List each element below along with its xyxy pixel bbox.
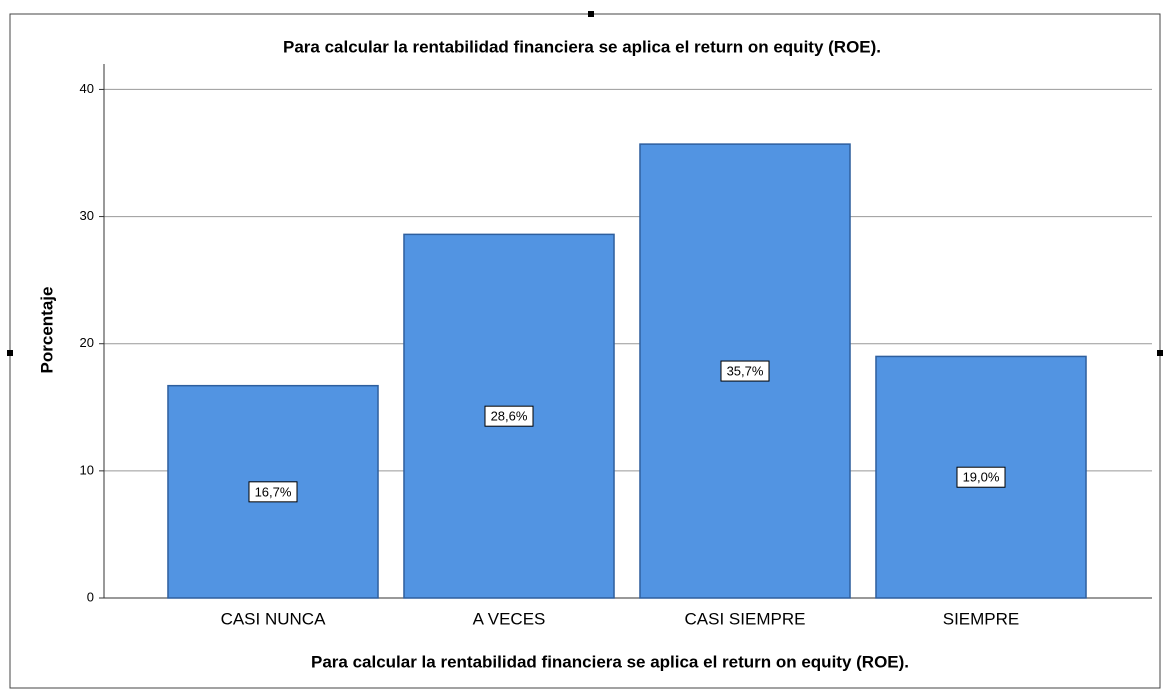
- handle: [1157, 350, 1163, 356]
- x-axis-label: Para calcular la rentabilidad financiera…: [311, 652, 909, 671]
- y-tick-label: 40: [80, 81, 94, 96]
- x-tick-label: CASI SIEMPRE: [685, 609, 806, 628]
- x-tick-label: SIEMPRE: [943, 609, 1020, 628]
- y-tick-label: 10: [80, 462, 94, 477]
- y-tick-label: 20: [80, 335, 94, 350]
- value-label-box: [956, 466, 1006, 488]
- value-label-box: [248, 481, 298, 503]
- value-label: 35,7%: [727, 363, 764, 378]
- y-tick-label: 30: [80, 208, 94, 223]
- handle: [588, 11, 594, 17]
- value-label: 19,0%: [963, 470, 1000, 485]
- y-axis-label: Porcentaje: [37, 287, 56, 374]
- bar: [403, 233, 615, 599]
- value-label: 28,6%: [491, 409, 528, 424]
- x-tick-label: A VECES: [473, 609, 546, 628]
- handle: [7, 350, 13, 356]
- value-label-box: [484, 405, 534, 427]
- x-tick-label: CASI NUNCA: [221, 609, 327, 628]
- value-label-box: [720, 360, 770, 382]
- chart-title: Para calcular la rentabilidad financiera…: [283, 37, 881, 56]
- y-tick-label: 0: [87, 589, 94, 604]
- value-label: 16,7%: [255, 484, 292, 499]
